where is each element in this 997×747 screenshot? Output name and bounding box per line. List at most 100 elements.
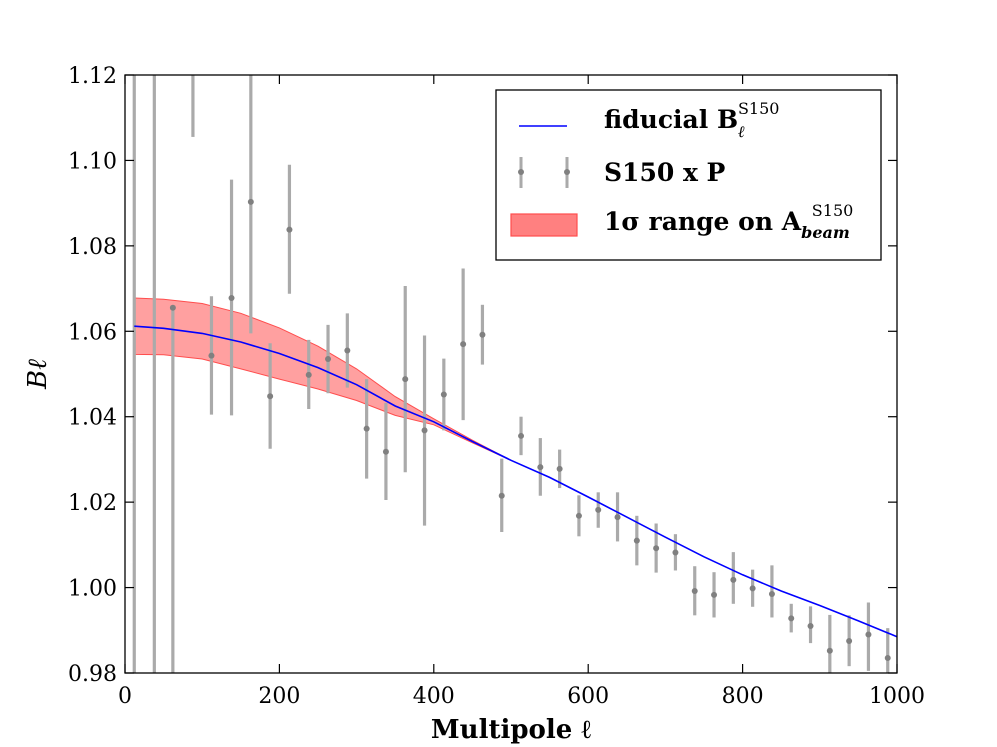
- fiducial-line: [134, 325, 897, 638]
- y-tick-label: 1.02: [68, 491, 117, 516]
- data-marker: [865, 631, 872, 638]
- data-point: [633, 515, 640, 566]
- data-marker: [479, 331, 486, 338]
- data-point: [865, 602, 872, 671]
- data-marker: [460, 341, 467, 348]
- y-tick-label: 1.10: [68, 149, 117, 174]
- legend-band-text: 1σ range on A: [604, 207, 802, 236]
- data-marker: [788, 615, 795, 622]
- y-tick-label: 1.08: [68, 235, 117, 260]
- data-marker: [672, 549, 679, 556]
- data-marker: [884, 655, 891, 662]
- data-point: [846, 615, 853, 667]
- y-tick-label: 0.98: [68, 662, 117, 687]
- data-point: [325, 324, 332, 394]
- data-marker: [768, 590, 775, 597]
- data-point: [208, 296, 215, 415]
- data-marker: [846, 637, 853, 644]
- data-marker: [556, 465, 563, 472]
- y-tick-label: 1.04: [68, 406, 117, 431]
- data-point: [788, 603, 795, 633]
- data-marker: [518, 432, 525, 439]
- data-point: [672, 534, 679, 571]
- data-point: [460, 268, 467, 421]
- data-point: [344, 313, 351, 388]
- data-point: [730, 552, 737, 604]
- data-point: [884, 628, 891, 673]
- data-marker: [730, 576, 737, 583]
- data-marker: [691, 587, 698, 594]
- data-marker: [325, 356, 332, 363]
- y-tick-label: 1.06: [68, 320, 117, 345]
- legend-data-swatch: [518, 157, 570, 188]
- x-tick-label: 1000: [869, 684, 925, 709]
- data-marker: [267, 393, 274, 400]
- legend-band-sup: S150: [812, 201, 854, 220]
- legend-band-swatch: [510, 213, 578, 237]
- data-point: [169, 304, 176, 673]
- data-marker: [344, 347, 351, 354]
- y-tick-label: 1.12: [68, 64, 117, 89]
- data-marker: [169, 304, 176, 311]
- x-tick-label: 0: [118, 684, 132, 709]
- data-marker: [382, 448, 389, 455]
- data-point: [363, 379, 370, 479]
- data-marker: [826, 647, 833, 654]
- legend-fiducial-text: fiducial B: [604, 105, 738, 134]
- data-marker: [537, 464, 544, 471]
- x-tick-label: 600: [567, 684, 609, 709]
- x-tick-label: 200: [258, 684, 300, 709]
- data-marker: [208, 352, 215, 359]
- data-point: [440, 358, 447, 431]
- legend-marker-left: [518, 169, 524, 175]
- data-point: [421, 335, 428, 526]
- data-marker: [421, 427, 428, 434]
- data-marker: [633, 537, 640, 544]
- y-tick-label: 1.00: [68, 577, 117, 602]
- data-point: [595, 492, 602, 528]
- data-point: [518, 416, 525, 456]
- data-point: [286, 164, 293, 294]
- data-marker: [228, 294, 235, 301]
- data-marker: [595, 506, 602, 513]
- data-point: [711, 572, 718, 618]
- data-point: [305, 339, 312, 410]
- data-marker: [440, 391, 447, 398]
- data-point: [691, 566, 698, 616]
- data-point: [768, 565, 775, 618]
- data-marker: [363, 425, 370, 432]
- legend-band-sub: beam: [801, 223, 850, 242]
- legend: fiducial Bℓ S150 S150 x P 1σ range on Abe…: [495, 89, 882, 261]
- data-marker: [402, 376, 409, 383]
- data-point: [247, 75, 254, 334]
- legend-band-label: 1σ range on Abeam S150: [604, 201, 853, 242]
- data-marker: [807, 623, 814, 630]
- data-marker: [247, 198, 254, 205]
- data-point: [575, 495, 582, 537]
- data-marker: [614, 514, 621, 521]
- data-marker: [749, 585, 756, 592]
- data-point: [614, 492, 621, 542]
- data-point: [402, 286, 409, 473]
- data-point: [267, 343, 274, 449]
- data-point: [228, 179, 235, 416]
- data-point: [498, 458, 505, 533]
- data-point: [749, 569, 756, 607]
- legend-fiducial-sub: ℓ: [737, 122, 745, 141]
- data-marker: [498, 492, 505, 499]
- y-axis-label: Bℓ: [23, 359, 53, 390]
- data-point: [807, 606, 814, 644]
- data-marker: [305, 371, 312, 378]
- data-marker: [711, 591, 718, 598]
- data-point: [382, 403, 389, 501]
- x-tick-label: 400: [413, 684, 455, 709]
- data-marker: [575, 512, 582, 519]
- plot-frame: [124, 74, 898, 674]
- x-tick-label: 800: [722, 684, 764, 709]
- data-point: [826, 614, 833, 673]
- data-marker: [286, 226, 293, 233]
- legend-marker-right: [564, 169, 570, 175]
- data-point: [537, 438, 544, 496]
- data-marker: [653, 545, 660, 552]
- legend-fiducial-sup: S150: [738, 99, 780, 118]
